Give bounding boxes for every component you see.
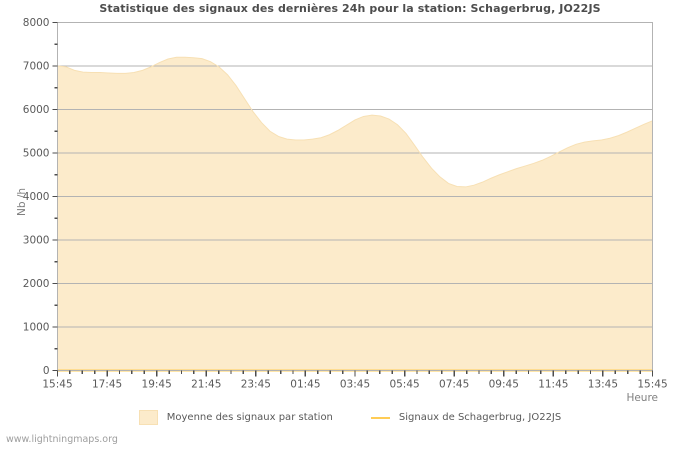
y-tick-label: 0 <box>43 365 50 377</box>
y-tick-label: 3000 <box>23 235 50 247</box>
x-tick-label: 07:45 <box>439 379 469 391</box>
watermark: www.lightningmaps.org <box>6 434 118 445</box>
y-tick-label: 5000 <box>23 148 50 160</box>
x-axis-title: Heure <box>626 392 658 404</box>
x-tick-label: 21:45 <box>191 379 221 391</box>
legend-area-swatch-icon <box>138 410 158 425</box>
y-tick-label: 2000 <box>23 278 50 290</box>
legend-item-average: Moyenne des signaux par station <box>138 410 333 425</box>
y-tick-label: 7000 <box>23 61 50 73</box>
x-tick-label: 11:45 <box>538 379 568 391</box>
series-area-outline <box>57 56 653 188</box>
x-tick-label: 13:45 <box>588 379 618 391</box>
x-tick-label: 23:45 <box>241 379 271 391</box>
legend-label-average: Moyenne des signaux par station <box>166 412 333 423</box>
x-tick-label: 09:45 <box>489 379 519 391</box>
y-tick-label: 6000 <box>23 104 50 116</box>
y-tick-label: 4000 <box>23 191 50 203</box>
x-tick-label: 05:45 <box>389 379 419 391</box>
x-tick-label: 03:45 <box>340 379 370 391</box>
series-area-average <box>57 57 653 371</box>
legend-label-station: Signaux de Schagerbrug, JO22JS <box>398 412 562 423</box>
x-tick-label: 15:45 <box>637 379 667 391</box>
x-tick-label: 01:45 <box>290 379 320 391</box>
chart-plot-area: 0 1000 2000 3000 4000 5000 6000 7000 8000 15:45 17… <box>23 17 668 391</box>
legend-item-station: Signaux de Schagerbrug, JO22JS <box>370 412 562 423</box>
y-axis-title: Nb /h <box>16 187 28 217</box>
x-tick-label: 17:45 <box>92 379 122 391</box>
x-tick-label: 19:45 <box>142 379 172 391</box>
y-tick-label: 1000 <box>23 322 50 334</box>
chart-title: Statistique des signaux des dernières 24… <box>99 2 601 15</box>
chart-legend: Moyenne des signaux par station Signaux … <box>0 410 700 425</box>
x-tick-label: 15:45 <box>42 379 72 391</box>
y-tick-label: 8000 <box>23 17 50 29</box>
legend-line-swatch-icon <box>370 416 390 419</box>
